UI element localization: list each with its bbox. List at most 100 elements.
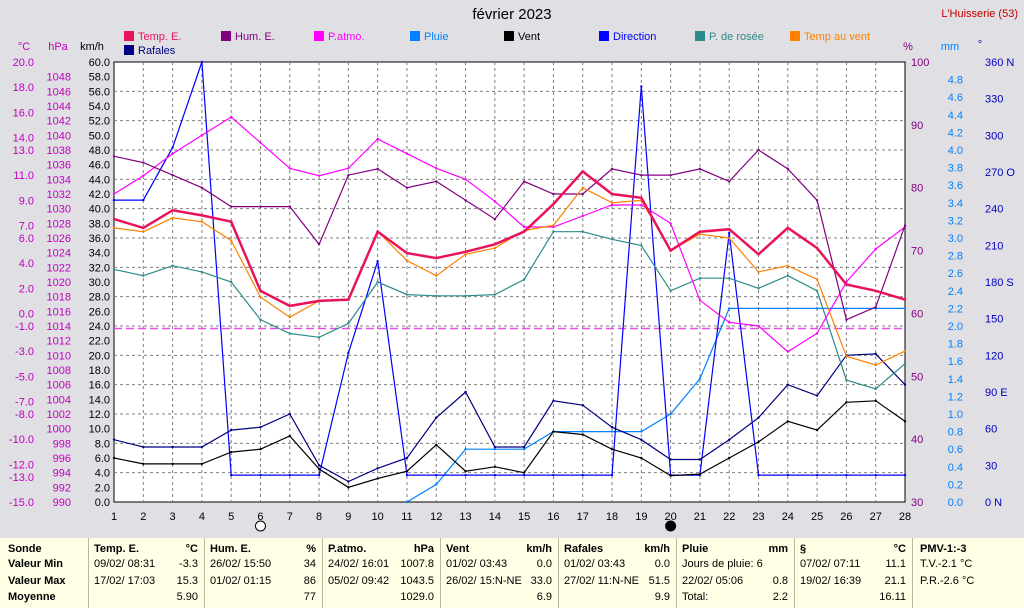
legend-label: Direction xyxy=(613,31,657,43)
wind-tick-label: 28.0 xyxy=(89,292,110,304)
legend-swatch xyxy=(124,31,134,41)
stats-hum-title: Hum. E. xyxy=(210,543,251,555)
x-tick-label: 22 xyxy=(723,511,735,523)
legend-item: P. de rosée xyxy=(695,31,764,43)
stats-sect-title: § xyxy=(800,543,807,555)
rain-tick-label: 3.8 xyxy=(948,163,963,175)
stats-pluie-r3-val: 2.2 xyxy=(772,591,788,603)
stats-patmo-avg: 1029.0 xyxy=(400,591,434,603)
stats-patmo-min-date: 24/02/ 16:01 xyxy=(328,558,390,570)
stats-vent-min-date: 01/02/ 03:43 xyxy=(446,558,508,570)
pressure-tick-label: 1004 xyxy=(47,394,71,406)
temp-tick-label: -13.0 xyxy=(9,472,34,484)
series-line-p-de-ros-e xyxy=(113,231,906,390)
pressure-tick-label: 1036 xyxy=(47,160,71,172)
wind-tick-label: 44.0 xyxy=(89,174,110,186)
x-tick-label: 18 xyxy=(606,511,618,523)
stats-patmo-unit: hPa xyxy=(413,543,434,555)
x-tick-label: 14 xyxy=(489,511,501,523)
stats-sect-r2-val: 21.1 xyxy=(884,575,906,587)
moon-full-marker xyxy=(254,520,266,532)
humidity-axis-unit: % xyxy=(903,41,913,53)
rain-tick-label: 0.8 xyxy=(948,427,963,439)
series-line-vent xyxy=(113,400,906,488)
stats-pluie-r1: Jours de pluie: 6 xyxy=(682,558,763,570)
stats-pluie-title: Pluie xyxy=(682,543,709,555)
temp-tick-label: 14.0 xyxy=(13,132,34,144)
wind-tick-label: 38.0 xyxy=(89,218,110,230)
rain-tick-label: 4.8 xyxy=(948,75,963,87)
x-tick-label: 21 xyxy=(694,511,706,523)
pressure-tick-label: 1038 xyxy=(47,145,71,157)
wind-tick-label: 24.0 xyxy=(89,321,110,333)
rain-tick-label: 2.2 xyxy=(948,303,963,315)
legend-label: P. de rosée xyxy=(709,31,764,43)
pressure-tick-label: 1010 xyxy=(47,350,71,362)
stats-sonde-title: Sonde xyxy=(8,543,42,555)
direction-tick-label: 270 O xyxy=(985,167,1015,179)
temp-tick-label: 0.0 xyxy=(19,308,34,320)
x-tick-label: 11 xyxy=(401,511,412,523)
rain-tick-label: 4.2 xyxy=(948,127,963,139)
x-tick-label: 1 xyxy=(111,511,117,523)
x-tick-label: 8 xyxy=(316,511,322,523)
humidity-tick-label: 90 xyxy=(911,120,923,132)
stats-pluie-unit: mm xyxy=(768,543,788,555)
legend-label: Temp au vent xyxy=(804,31,871,43)
rain-tick-label: 1.2 xyxy=(948,391,963,403)
pressure-tick-label: 990 xyxy=(53,497,71,509)
stats-rafales-max-val: 51.5 xyxy=(648,575,670,587)
legend-item: Vent xyxy=(504,31,540,43)
pressure-tick-label: 1046 xyxy=(47,86,71,98)
x-tick-label: 13 xyxy=(459,511,471,523)
direction-tick-label: 240 xyxy=(985,204,1003,216)
stats-patmo-min-val: 1007.8 xyxy=(400,558,434,570)
wind-tick-label: 52.0 xyxy=(89,116,110,128)
stats-col-sonde: Sonde Valeur Min Valeur Max Moyenne xyxy=(0,538,89,608)
series-line-direction xyxy=(114,61,905,476)
moon-new-marker xyxy=(665,520,677,532)
direction-tick-label: 180 S xyxy=(985,277,1014,289)
temp-tick-label: -12.0 xyxy=(9,459,34,471)
stats-row-min: Valeur Min xyxy=(8,558,64,570)
x-tick-label: 25 xyxy=(811,511,823,523)
legend-label: Hum. E. xyxy=(235,31,275,43)
stats-vent-max-date: 26/02/ 15:N-NE xyxy=(446,575,522,587)
pressure-tick-label: 1040 xyxy=(47,130,71,142)
x-tick-label: 4 xyxy=(199,511,205,523)
stats-col-pluie: Pluie mm Jours de pluie: 6 22/02/ 05:06 … xyxy=(676,538,795,608)
pressure-tick-label: 998 xyxy=(53,438,71,450)
direction-tick-label: 150 xyxy=(985,314,1003,326)
stats-temp-min-date: 09/02/ 08:31 xyxy=(94,558,156,570)
temp-tick-label: 20.0 xyxy=(13,57,34,69)
rain-tick-label: 0.0 xyxy=(948,497,963,509)
legend-swatch xyxy=(599,31,609,41)
pressure-tick-label: 1016 xyxy=(47,306,71,318)
legend-label: Rafales xyxy=(138,45,176,57)
wind-tick-label: 0.0 xyxy=(95,497,110,509)
stats-temp-avg: 5.90 xyxy=(176,591,198,603)
rain-tick-label: 0.6 xyxy=(948,444,963,456)
wind-tick-label: 18.0 xyxy=(89,365,110,377)
direction-tick-label: 120 xyxy=(985,350,1003,362)
legend-item: Pluie xyxy=(410,31,448,43)
temp-tick-label: 6.0 xyxy=(19,233,34,245)
stats-pluie-r2: 22/02/ 05:06 xyxy=(682,575,744,587)
stats-vent-max-val: 33.0 xyxy=(530,575,552,587)
wind-tick-label: 30.0 xyxy=(89,277,110,289)
legend-swatch xyxy=(790,31,800,41)
wind-tick-label: 50.0 xyxy=(89,130,110,142)
wind-tick-label: 32.0 xyxy=(89,262,110,274)
pressure-tick-label: 1028 xyxy=(47,218,71,230)
wind-tick-label: 34.0 xyxy=(89,248,110,260)
stats-temp-title: Temp. E. xyxy=(94,543,140,555)
pressure-tick-label: 1020 xyxy=(47,277,71,289)
wind-tick-label: 60.0 xyxy=(89,57,110,69)
x-tick-label: 9 xyxy=(345,511,351,523)
wind-tick-label: 10.0 xyxy=(89,424,110,436)
temp-tick-label: -1.0 xyxy=(15,321,34,333)
direction-axis-unit: ° xyxy=(978,39,982,51)
x-tick-label: 15 xyxy=(518,511,530,523)
legend-swatch xyxy=(695,31,705,41)
stats-hum-min-val: 34 xyxy=(303,558,316,570)
